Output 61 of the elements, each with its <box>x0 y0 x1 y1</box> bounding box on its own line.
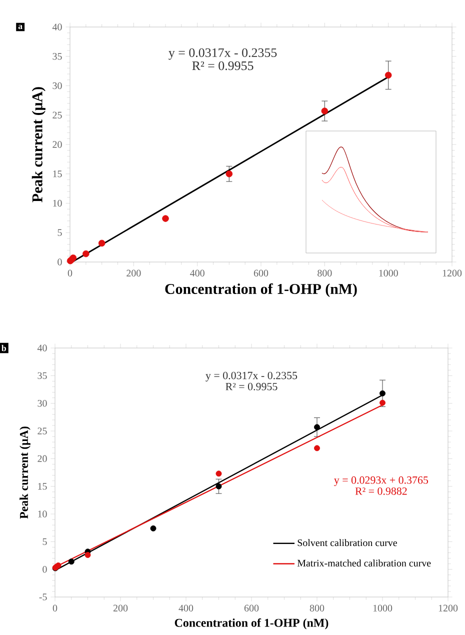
y-tick-label: 35 <box>52 53 62 60</box>
x-tick-label: 200 <box>126 270 141 276</box>
x-axis-title: Concentration of 1-OHP (nM) <box>174 618 328 630</box>
point <box>98 240 106 247</box>
annotation: y = 0.0293x + 0.3765 <box>334 476 428 486</box>
x-tick-label: 800 <box>318 270 332 276</box>
y-tick-label: 15 <box>38 482 47 490</box>
y-tick-label: 0 <box>58 258 62 266</box>
annotation: y = 0.0317x - 0.2355 <box>206 372 298 382</box>
y-axis-title: Peak current (μA) <box>20 426 30 519</box>
x-tick-label: 800 <box>310 604 324 612</box>
y-tick-label: 30 <box>38 400 47 407</box>
y-tick-label: 40 <box>37 344 47 352</box>
point <box>162 215 169 222</box>
annotation: R² = 0.9955 <box>226 382 278 390</box>
y-tick-label: 30 <box>52 82 62 90</box>
text: b <box>2 344 6 352</box>
x-tick-label: 1000 <box>373 604 392 612</box>
point <box>380 400 386 406</box>
point <box>321 108 328 114</box>
x-tick-label: 1200 <box>438 604 458 612</box>
y-tick-label: 40 <box>52 24 62 30</box>
y-tick-label: 35 <box>38 372 47 380</box>
x-tick-label: 400 <box>178 604 194 612</box>
y-tick-label: 20 <box>38 455 47 462</box>
y-tick-label: 10 <box>53 200 62 207</box>
x-tick-label: 400 <box>190 270 204 276</box>
x-tick-label: 600 <box>244 604 259 612</box>
annotation: y = 0.0317x - 0.2355 <box>168 48 277 60</box>
x-axis-title: Concentration of 1-OHP (nM) <box>165 283 357 298</box>
text: a <box>18 24 22 30</box>
point <box>216 483 222 490</box>
x-tick-label: 1200 <box>442 270 462 276</box>
y-tick-label: 5 <box>42 538 47 545</box>
annotation: R² = 0.9955 <box>192 61 254 70</box>
point <box>226 170 233 178</box>
point <box>150 525 156 532</box>
point <box>82 250 90 258</box>
y-tick-label: 0 <box>42 566 47 573</box>
point <box>216 470 222 477</box>
y-axis-title: Peak current (μA) <box>32 87 46 202</box>
legend-label: Solvent calibration curve <box>298 539 397 546</box>
x-tick-label: 0 <box>68 270 72 276</box>
point <box>380 390 386 396</box>
y-tick-label: 15 <box>53 170 62 178</box>
x-tick-label: 200 <box>113 604 128 612</box>
y-tick-label: -5 <box>39 594 47 600</box>
y-tick-label: 5 <box>58 229 62 236</box>
point <box>68 558 74 565</box>
y-tick-label: 25 <box>52 112 62 118</box>
y-tick-label: 20 <box>52 141 62 148</box>
point <box>84 552 91 558</box>
x-tick-label: 600 <box>254 270 268 276</box>
point <box>384 72 392 79</box>
y-tick-label: 25 <box>38 428 47 434</box>
x-tick-label: 1000 <box>379 270 398 276</box>
point <box>314 424 320 430</box>
legend-label: Matrix-matched calibration curve <box>297 559 431 567</box>
y-tick-label: 10 <box>38 510 47 518</box>
point <box>314 445 320 452</box>
annotation: R² = 0.9882 <box>355 487 407 495</box>
